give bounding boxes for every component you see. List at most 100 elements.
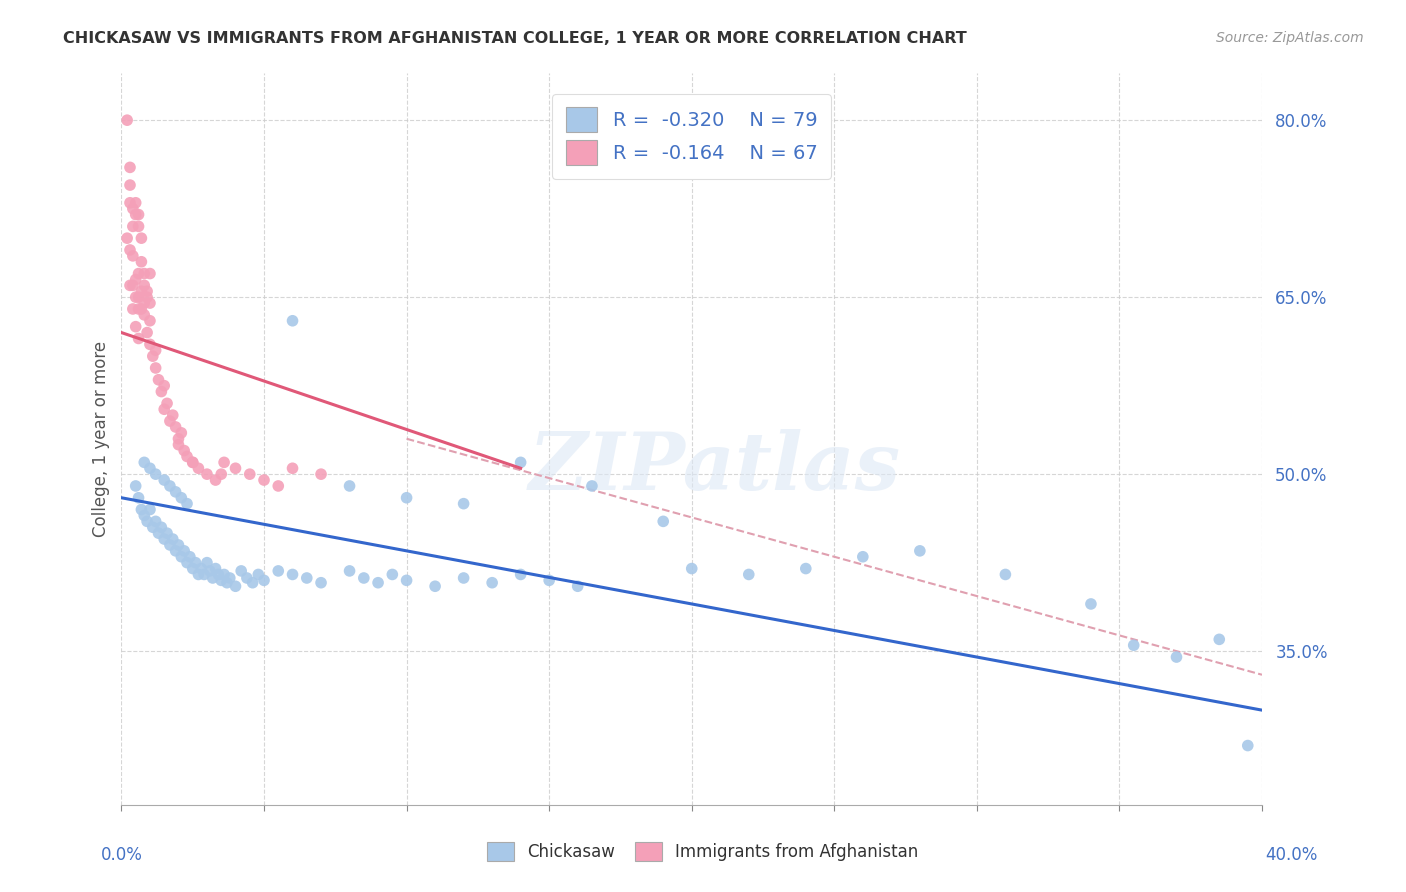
Point [121, 219, 143, 234]
Point [153, 532, 176, 546]
Point [150, 384, 173, 399]
Point [159, 414, 181, 428]
Point [281, 567, 304, 582]
Point [212, 567, 235, 582]
Point [145, 343, 167, 358]
Point [339, 564, 361, 578]
Point [139, 296, 162, 310]
Point [395, 491, 418, 505]
Y-axis label: College, 1 year or more: College, 1 year or more [93, 341, 110, 537]
Point [309, 467, 332, 482]
Point [125, 319, 148, 334]
Point [207, 567, 229, 582]
Point [142, 349, 165, 363]
Point [153, 402, 176, 417]
Point [184, 556, 207, 570]
Point [204, 473, 226, 487]
Point [165, 420, 187, 434]
Point [224, 461, 246, 475]
Point [134, 308, 156, 322]
Point [136, 285, 159, 299]
Point [1236, 739, 1258, 753]
Point [167, 432, 190, 446]
Point [190, 561, 212, 575]
Point [145, 514, 167, 528]
Point [281, 314, 304, 328]
Point [148, 373, 170, 387]
Point [453, 571, 475, 585]
Text: 40.0%: 40.0% [1265, 846, 1317, 863]
Point [115, 231, 138, 245]
Point [187, 567, 209, 582]
Point [162, 408, 184, 422]
Point [173, 443, 195, 458]
Point [153, 473, 176, 487]
Point [145, 467, 167, 482]
Point [142, 520, 165, 534]
Point [131, 285, 153, 299]
Point [125, 208, 148, 222]
Text: Source: ZipAtlas.com: Source: ZipAtlas.com [1216, 31, 1364, 45]
Point [281, 461, 304, 475]
Point [156, 396, 179, 410]
Point [162, 532, 184, 546]
Point [176, 450, 198, 464]
Point [139, 267, 162, 281]
Text: CHICKASAW VS IMMIGRANTS FROM AFGHANISTAN COLLEGE, 1 YEAR OR MORE CORRELATION CHA: CHICKASAW VS IMMIGRANTS FROM AFGHANISTAN… [63, 31, 967, 46]
Point [134, 508, 156, 523]
Point [367, 575, 389, 590]
Point [159, 479, 181, 493]
Point [339, 479, 361, 493]
Point [118, 195, 141, 210]
Point [179, 549, 201, 564]
Point [215, 575, 238, 590]
Point [652, 514, 675, 528]
Point [1166, 650, 1188, 665]
Point [295, 571, 318, 585]
Point [131, 502, 153, 516]
Legend: R =  -0.320    N = 79, R =  -0.164    N = 67: R = -0.320 N = 79, R = -0.164 N = 67 [553, 94, 831, 178]
Point [128, 331, 150, 345]
Point [481, 575, 503, 590]
Point [125, 272, 148, 286]
Point [994, 567, 1017, 582]
Point [128, 491, 150, 505]
Point [267, 479, 290, 493]
Point [121, 301, 143, 316]
Point [165, 544, 187, 558]
Point [125, 290, 148, 304]
Point [1080, 597, 1102, 611]
Point [231, 564, 253, 578]
Point [176, 497, 198, 511]
Point [153, 378, 176, 392]
Point [239, 467, 262, 482]
Point [170, 491, 193, 505]
Point [1208, 632, 1230, 647]
Point [236, 571, 259, 585]
Point [139, 337, 162, 351]
Point [139, 502, 162, 516]
Point [395, 574, 418, 588]
Point [128, 290, 150, 304]
Point [159, 538, 181, 552]
Point [139, 461, 162, 475]
Point [139, 314, 162, 328]
Point [167, 538, 190, 552]
Point [453, 497, 475, 511]
Point [581, 479, 603, 493]
Point [423, 579, 446, 593]
Point [193, 567, 215, 582]
Point [509, 455, 531, 469]
Point [187, 461, 209, 475]
Point [118, 161, 141, 175]
Point [128, 208, 150, 222]
Point [134, 267, 156, 281]
Point [128, 219, 150, 234]
Point [167, 437, 190, 451]
Point [136, 514, 159, 528]
Point [247, 567, 270, 582]
Point [121, 278, 143, 293]
Point [181, 561, 204, 575]
Point [128, 301, 150, 316]
Point [136, 290, 159, 304]
